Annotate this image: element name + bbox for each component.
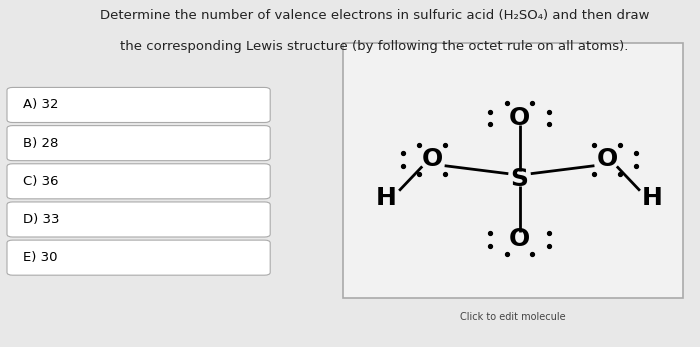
Text: the corresponding Lewis structure (by following the octet rule on all atoms).: the corresponding Lewis structure (by fo… — [120, 40, 629, 53]
Text: Click to edit molecule: Click to edit molecule — [460, 312, 566, 322]
Text: O: O — [421, 147, 442, 171]
Text: H: H — [376, 186, 397, 210]
Text: E) 30: E) 30 — [23, 251, 57, 264]
Text: O: O — [509, 227, 530, 251]
FancyBboxPatch shape — [7, 202, 270, 237]
Text: A) 32: A) 32 — [23, 99, 59, 111]
Text: Determine the number of valence electrons in sulfuric acid (H₂SO₄) and then draw: Determine the number of valence electron… — [99, 9, 650, 22]
Text: H: H — [642, 186, 663, 210]
Text: O: O — [509, 106, 530, 130]
FancyBboxPatch shape — [7, 126, 270, 161]
Text: C) 36: C) 36 — [23, 175, 59, 188]
FancyBboxPatch shape — [343, 43, 682, 298]
FancyBboxPatch shape — [7, 240, 270, 275]
Text: D) 33: D) 33 — [23, 213, 60, 226]
Text: B) 28: B) 28 — [23, 137, 59, 150]
Text: O: O — [596, 147, 617, 171]
Text: S: S — [510, 167, 528, 191]
FancyBboxPatch shape — [7, 87, 270, 122]
FancyBboxPatch shape — [7, 164, 270, 199]
